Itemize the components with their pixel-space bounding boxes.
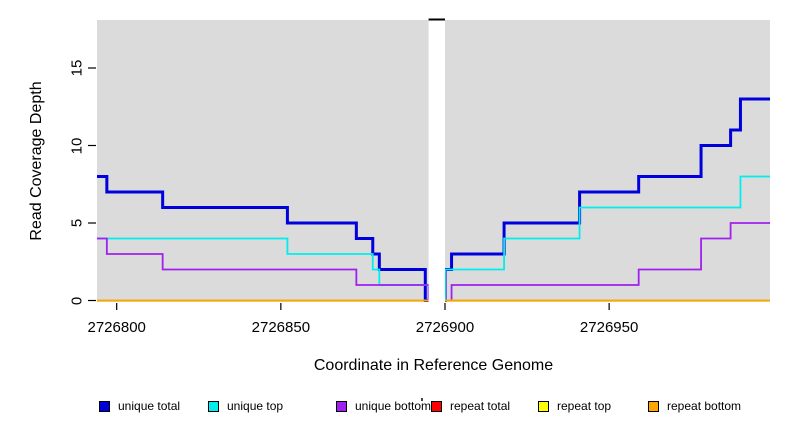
stray-mark [421,398,423,401]
x-tick-label: 2726950 [579,319,639,336]
x-tick-label: 2726850 [251,319,311,336]
y-tick-label: 15 [68,59,86,77]
y-tick-label: 10 [68,137,86,154]
y-tick-label: 0 [68,296,86,305]
x-tick-label: 2726900 [415,319,475,336]
y-axis-title: Read Coverage Depth [28,81,45,241]
x-axis-title: Coordinate in Reference Genome [313,357,554,374]
y-tick-label: 5 [68,218,86,228]
coverage-gap-region [428,20,445,304]
x-tick-label: 2726800 [87,319,146,336]
